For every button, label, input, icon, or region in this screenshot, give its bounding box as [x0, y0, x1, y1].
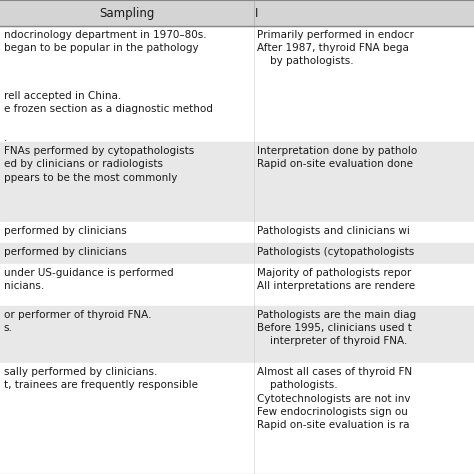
Text: FNAs performed by cytopathologists
ed by clinicians or radiologists
ppears to be: FNAs performed by cytopathologists ed by…: [4, 146, 194, 182]
Text: performed by clinicians: performed by clinicians: [4, 226, 127, 236]
Text: Pathologists and clinicians wi: Pathologists and clinicians wi: [257, 226, 410, 236]
Text: performed by clinicians: performed by clinicians: [4, 247, 127, 257]
Text: ndocrinology department in 1970–80s.
began to be popular in the pathology: ndocrinology department in 1970–80s. beg…: [4, 30, 206, 53]
Bar: [0, 0, 474, 26]
Text: Majority of pathologists repor
All interpretations are rendere: Majority of pathologists repor All inter…: [257, 268, 416, 292]
Text: Interpretation done by patholo
Rapid on-site evaluation done: Interpretation done by patholo Rapid on-…: [257, 146, 418, 169]
Text: Primarily performed in endocr
After 1987, thyroid FNA bega
    by pathologists.: Primarily performed in endocr After 1987…: [257, 30, 414, 66]
Text: under US-guidance is performed
nicians.: under US-guidance is performed nicians.: [4, 268, 173, 292]
Bar: [0, 129, 474, 142]
Text: or performer of thyroid FNA.
s.: or performer of thyroid FNA. s.: [4, 310, 151, 333]
Text: Almost all cases of thyroid FN
    pathologists.
Cytotechnologists are not inv
F: Almost all cases of thyroid FN pathologi…: [257, 367, 412, 430]
Bar: [0, 364, 474, 474]
Bar: [0, 243, 474, 264]
Bar: [0, 26, 474, 87]
Text: Pathologists are the main diag
Before 1995, clinicians used t
    interpreter of: Pathologists are the main diag Before 19…: [257, 310, 417, 346]
Bar: [0, 142, 474, 209]
Text: rell accepted in China.
e frozen section as a diagnostic method: rell accepted in China. e frozen section…: [4, 91, 213, 114]
Bar: [0, 306, 474, 364]
Bar: [0, 222, 474, 243]
Text: I: I: [255, 7, 258, 19]
Bar: [0, 209, 474, 222]
Bar: [0, 87, 474, 129]
Text: sally performed by clinicians.
t, trainees are frequently responsible: sally performed by clinicians. t, traine…: [4, 367, 198, 391]
Bar: [0, 264, 474, 306]
Text: Sampling: Sampling: [99, 7, 155, 19]
Text: .: .: [4, 133, 7, 143]
Text: Pathologists (cytopathologists: Pathologists (cytopathologists: [257, 247, 415, 257]
